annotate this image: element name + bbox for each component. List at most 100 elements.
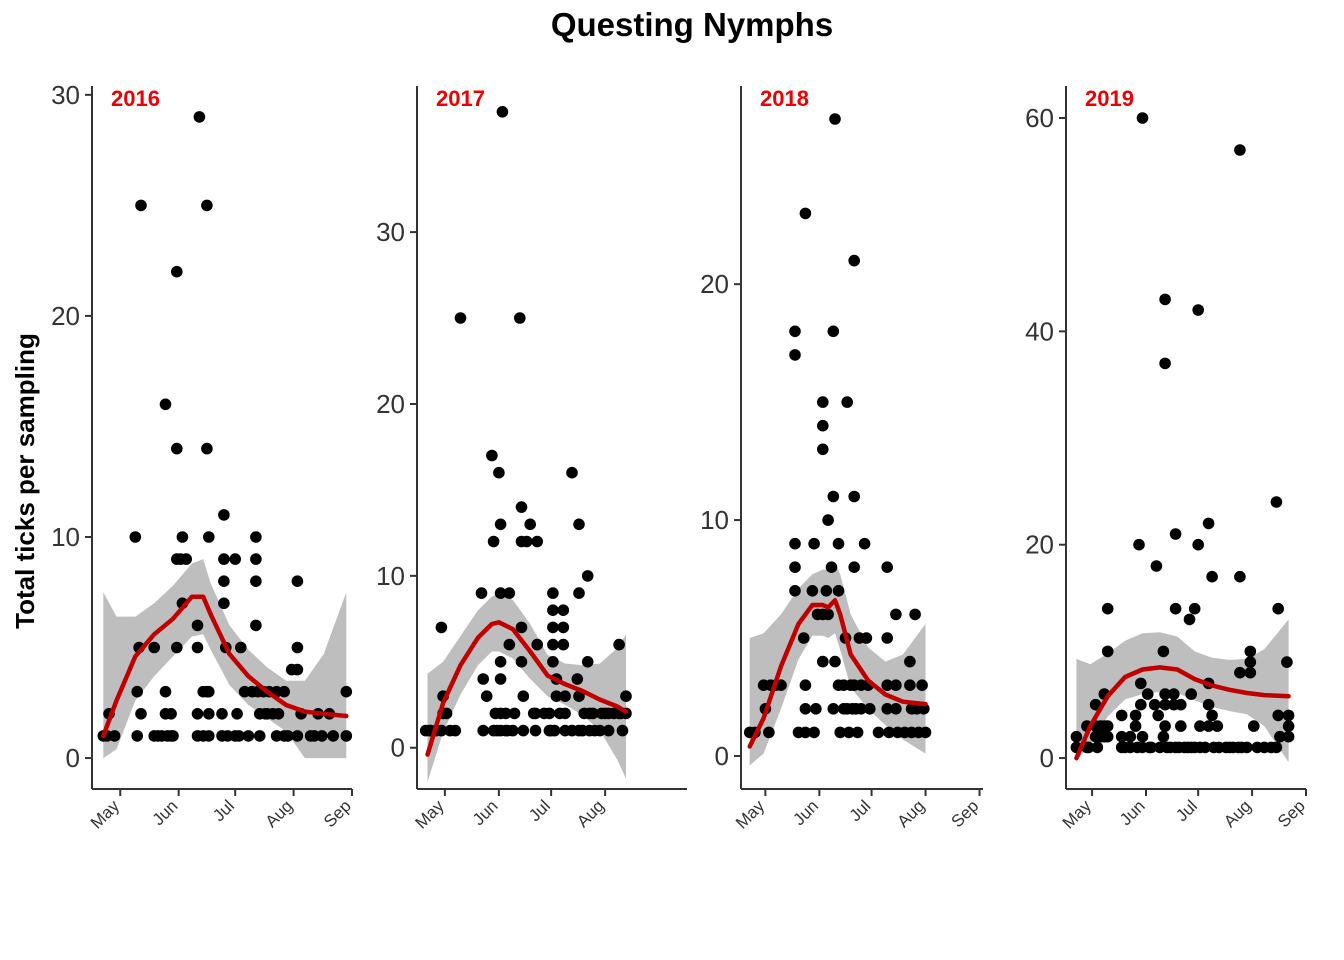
data-point: [832, 585, 845, 597]
data-point: [1157, 730, 1170, 743]
data-point: [1129, 720, 1142, 732]
data-point: [872, 726, 885, 739]
data-point: [817, 655, 829, 668]
data-point: [165, 708, 177, 720]
data-point: [1135, 677, 1147, 690]
data-point: [159, 685, 172, 698]
data-point: [557, 621, 570, 634]
data-point: [171, 265, 183, 278]
data-point: [203, 685, 215, 698]
data-point: [1206, 709, 1218, 722]
data-point: [829, 655, 841, 668]
x-tick-label: Sep: [1274, 796, 1309, 831]
data-point: [218, 597, 230, 610]
data-point: [789, 585, 801, 597]
data-point: [494, 587, 507, 599]
y-tick-label: 20: [1025, 530, 1054, 560]
x-tick-label: Aug: [894, 796, 929, 831]
data-point: [242, 730, 255, 742]
data-point: [272, 708, 285, 720]
data-point: [477, 724, 490, 737]
data-point: [1082, 741, 1095, 754]
data-point: [881, 632, 893, 644]
data-point: [503, 638, 516, 651]
data-point: [841, 396, 853, 408]
data-point: [503, 587, 516, 599]
data-point: [543, 707, 556, 720]
y-tick-label: 20: [700, 269, 729, 299]
data-point: [547, 638, 559, 651]
data-point: [1281, 656, 1293, 668]
data-point: [135, 199, 147, 212]
data-point: [201, 199, 213, 212]
y-tick-label: 20: [51, 301, 80, 331]
data-point: [514, 312, 526, 324]
x-tick-label: Jul: [525, 796, 554, 825]
data-point: [1282, 730, 1295, 743]
data-point: [477, 673, 490, 685]
data-point: [524, 518, 536, 531]
data-point: [218, 509, 230, 521]
data-point: [822, 608, 834, 621]
data-point: [529, 707, 542, 720]
data-point: [1169, 602, 1182, 615]
data-point: [829, 113, 841, 125]
data-point: [808, 726, 820, 739]
y-tick-label: 60: [1025, 103, 1054, 133]
data-point: [851, 726, 864, 739]
data-point: [581, 570, 594, 582]
data-point: [1194, 720, 1206, 732]
data-point: [1115, 730, 1128, 743]
facet-panels: 0 10 20 30 May Jun Jul Aug Sep 2016 0 10 20 30 May Jun J…: [51, 80, 1309, 833]
data-point: [191, 619, 204, 632]
data-point: [832, 537, 845, 550]
data-point: [1244, 656, 1257, 668]
data-point: [594, 724, 606, 737]
data-point: [789, 349, 801, 361]
data-point: [864, 703, 876, 715]
smooth-line: [425, 620, 629, 757]
confidence-band: [1076, 619, 1289, 763]
data-point: [855, 703, 867, 715]
data-point: [201, 442, 213, 455]
y-tick-label: 30: [51, 80, 80, 110]
facet-panel-2018: 0 10 20 May Jun Jul Aug Sep 2018: [700, 86, 983, 833]
x-tick-label: Jun: [469, 796, 502, 829]
data-point: [1202, 720, 1215, 732]
data-point: [1101, 730, 1114, 743]
data-point: [808, 537, 820, 550]
data-point: [1244, 645, 1257, 658]
data-point: [547, 656, 559, 668]
data-point: [1234, 144, 1246, 156]
data-point: [571, 673, 584, 685]
data-point: [218, 553, 230, 565]
y-tick-label: 30: [376, 217, 405, 247]
smooth-line: [101, 594, 349, 739]
data-point: [1282, 709, 1295, 722]
data-point: [1129, 709, 1142, 722]
data-point: [1185, 688, 1197, 700]
data-point: [890, 608, 902, 621]
year-label: 2017: [436, 86, 485, 111]
data-point: [507, 724, 519, 737]
x-tick-label: May: [87, 796, 123, 832]
y-tick-label: 0: [715, 741, 729, 771]
data-point: [1091, 741, 1104, 754]
data-point: [827, 490, 840, 503]
data-point: [494, 518, 507, 531]
confidence-band: [103, 559, 347, 759]
data-point: [203, 708, 215, 720]
data-point: [1270, 496, 1283, 508]
data-point: [559, 690, 571, 702]
data-point: [1192, 304, 1204, 316]
data-point: [1115, 709, 1128, 722]
data-point: [616, 724, 629, 737]
x-tick-label: Sep: [948, 796, 983, 831]
data-point: [203, 531, 215, 543]
data-point: [515, 501, 528, 513]
data-point: [180, 553, 192, 565]
data-point: [1157, 645, 1170, 658]
data-point: [131, 685, 143, 698]
data-point: [848, 561, 860, 573]
data-point: [1248, 720, 1260, 732]
